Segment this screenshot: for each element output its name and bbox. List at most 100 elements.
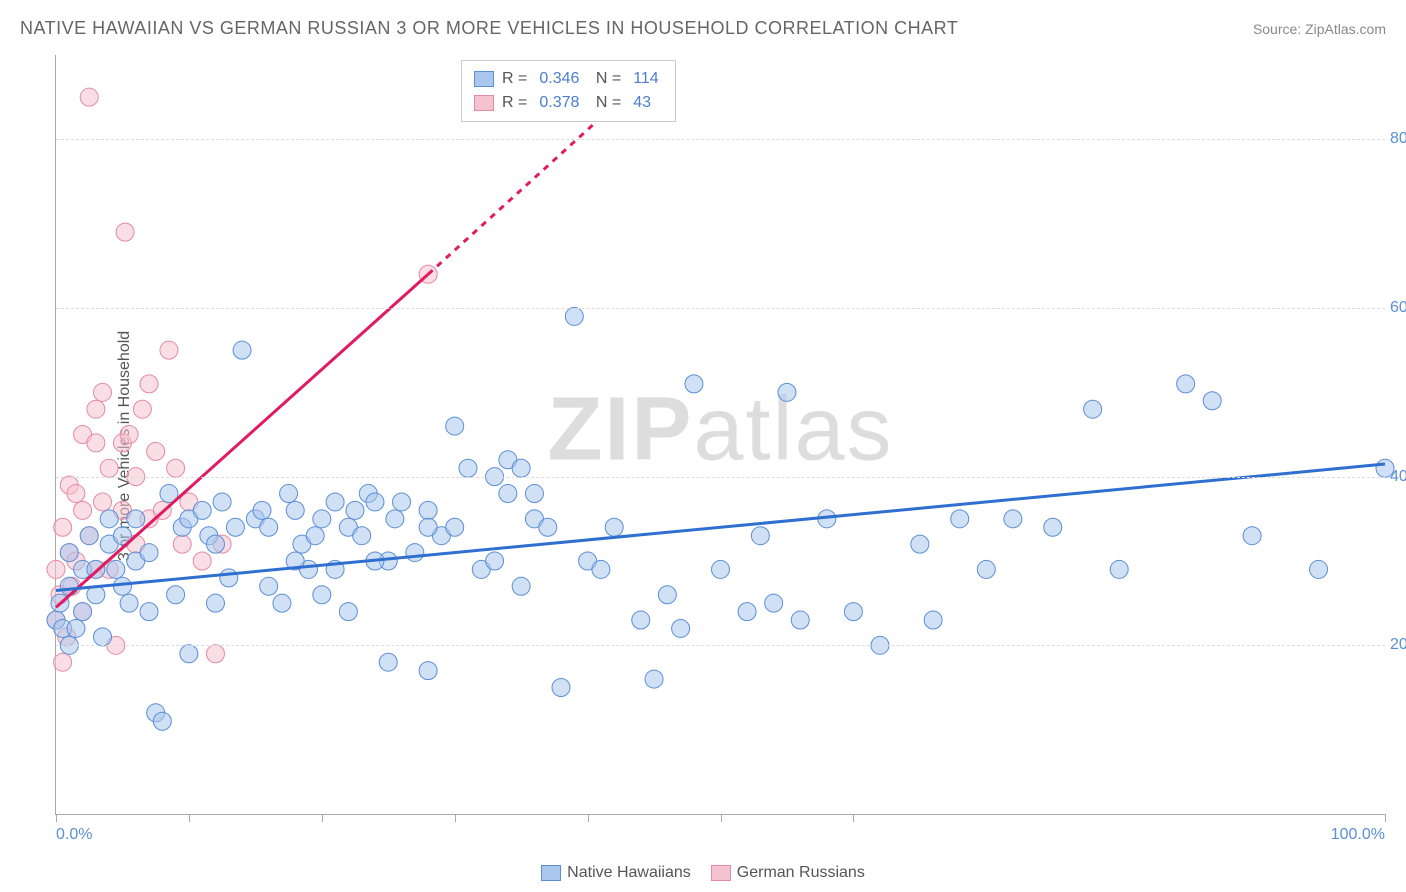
swatch-series-b-icon: [711, 865, 731, 881]
chart-plot-area: ZIPatlas R = 0.346 N = 114 R = 0.378 N =…: [55, 55, 1385, 815]
data-point: [140, 375, 158, 393]
stat-n-a: 114: [633, 67, 659, 91]
data-point: [286, 501, 304, 519]
data-point: [226, 518, 244, 536]
data-point: [446, 417, 464, 435]
data-point: [346, 501, 364, 519]
data-point: [1084, 400, 1102, 418]
grid-line: [56, 645, 1385, 646]
data-point: [260, 577, 278, 595]
swatch-series-a-icon: [541, 865, 561, 881]
stats-row-series-a: R = 0.346 N = 114: [474, 67, 663, 91]
data-point: [419, 662, 437, 680]
stat-r-b: 0.378: [539, 91, 579, 115]
data-point: [672, 619, 690, 637]
data-point: [977, 560, 995, 578]
data-point: [924, 611, 942, 629]
x-tick: [853, 814, 854, 822]
y-tick-label: 60.0%: [1390, 299, 1406, 317]
data-point: [94, 383, 112, 401]
data-point: [193, 552, 211, 570]
data-point: [107, 560, 125, 578]
data-point: [366, 493, 384, 511]
data-point: [1044, 518, 1062, 536]
legend-label-a: Native Hawaiians: [567, 864, 691, 882]
x-tick-label-max: 100.0%: [1331, 826, 1385, 844]
data-point: [951, 510, 969, 528]
data-point: [253, 501, 271, 519]
x-tick-label-min: 0.0%: [56, 826, 92, 844]
stats-legend-box: R = 0.346 N = 114 R = 0.378 N = 43: [461, 60, 676, 122]
data-point: [273, 594, 291, 612]
stat-n-b: 43: [633, 91, 651, 115]
data-point: [280, 485, 298, 503]
data-point: [525, 485, 543, 503]
data-point: [206, 594, 224, 612]
data-point: [658, 586, 676, 604]
bottom-legend: Native Hawaiians German Russians: [0, 864, 1406, 882]
data-point: [113, 577, 131, 595]
grid-line: [56, 139, 1385, 140]
data-point: [339, 603, 357, 621]
data-point: [173, 535, 191, 553]
data-point: [512, 577, 530, 595]
data-point: [47, 560, 65, 578]
x-tick: [189, 814, 190, 822]
data-point: [499, 485, 517, 503]
data-point: [512, 459, 530, 477]
data-point: [1110, 560, 1128, 578]
data-point: [80, 527, 98, 545]
grid-line: [56, 308, 1385, 309]
x-tick: [322, 814, 323, 822]
swatch-series-a: [474, 71, 494, 87]
data-point: [791, 611, 809, 629]
data-point: [446, 518, 464, 536]
data-point: [94, 493, 112, 511]
data-point: [60, 577, 78, 595]
data-point: [94, 628, 112, 646]
x-tick: [455, 814, 456, 822]
data-point: [552, 679, 570, 697]
data-point: [712, 560, 730, 578]
data-point: [313, 586, 331, 604]
data-point: [60, 544, 78, 562]
y-tick-label: 20.0%: [1390, 636, 1406, 654]
data-point: [133, 400, 151, 418]
data-point: [260, 518, 278, 536]
y-tick-label: 80.0%: [1390, 130, 1406, 148]
data-point: [153, 712, 171, 730]
data-point: [116, 223, 134, 241]
data-point: [778, 383, 796, 401]
data-point: [844, 603, 862, 621]
data-point: [738, 603, 756, 621]
data-point: [120, 594, 138, 612]
y-tick-label: 40.0%: [1390, 468, 1406, 486]
data-point: [140, 603, 158, 621]
x-tick: [721, 814, 722, 822]
data-point: [74, 501, 92, 519]
x-tick: [56, 814, 57, 822]
data-point: [180, 645, 198, 663]
data-point: [127, 510, 145, 528]
grid-line: [56, 477, 1385, 478]
data-point: [160, 341, 178, 359]
stat-r-a: 0.346: [539, 67, 579, 91]
data-point: [67, 485, 85, 503]
trend-line: [428, 106, 614, 275]
legend-label-b: German Russians: [737, 864, 865, 882]
source-label: Source: ZipAtlas.com: [1253, 21, 1386, 37]
data-point: [765, 594, 783, 612]
data-point: [1203, 392, 1221, 410]
data-point: [406, 544, 424, 562]
data-point: [193, 501, 211, 519]
data-point: [206, 645, 224, 663]
data-point: [54, 518, 72, 536]
data-point: [685, 375, 703, 393]
data-point: [1310, 560, 1328, 578]
data-point: [911, 535, 929, 553]
chart-title: NATIVE HAWAIIAN VS GERMAN RUSSIAN 3 OR M…: [20, 18, 958, 39]
data-point: [220, 569, 238, 587]
data-point: [313, 510, 331, 528]
data-point: [1243, 527, 1261, 545]
data-point: [419, 501, 437, 519]
